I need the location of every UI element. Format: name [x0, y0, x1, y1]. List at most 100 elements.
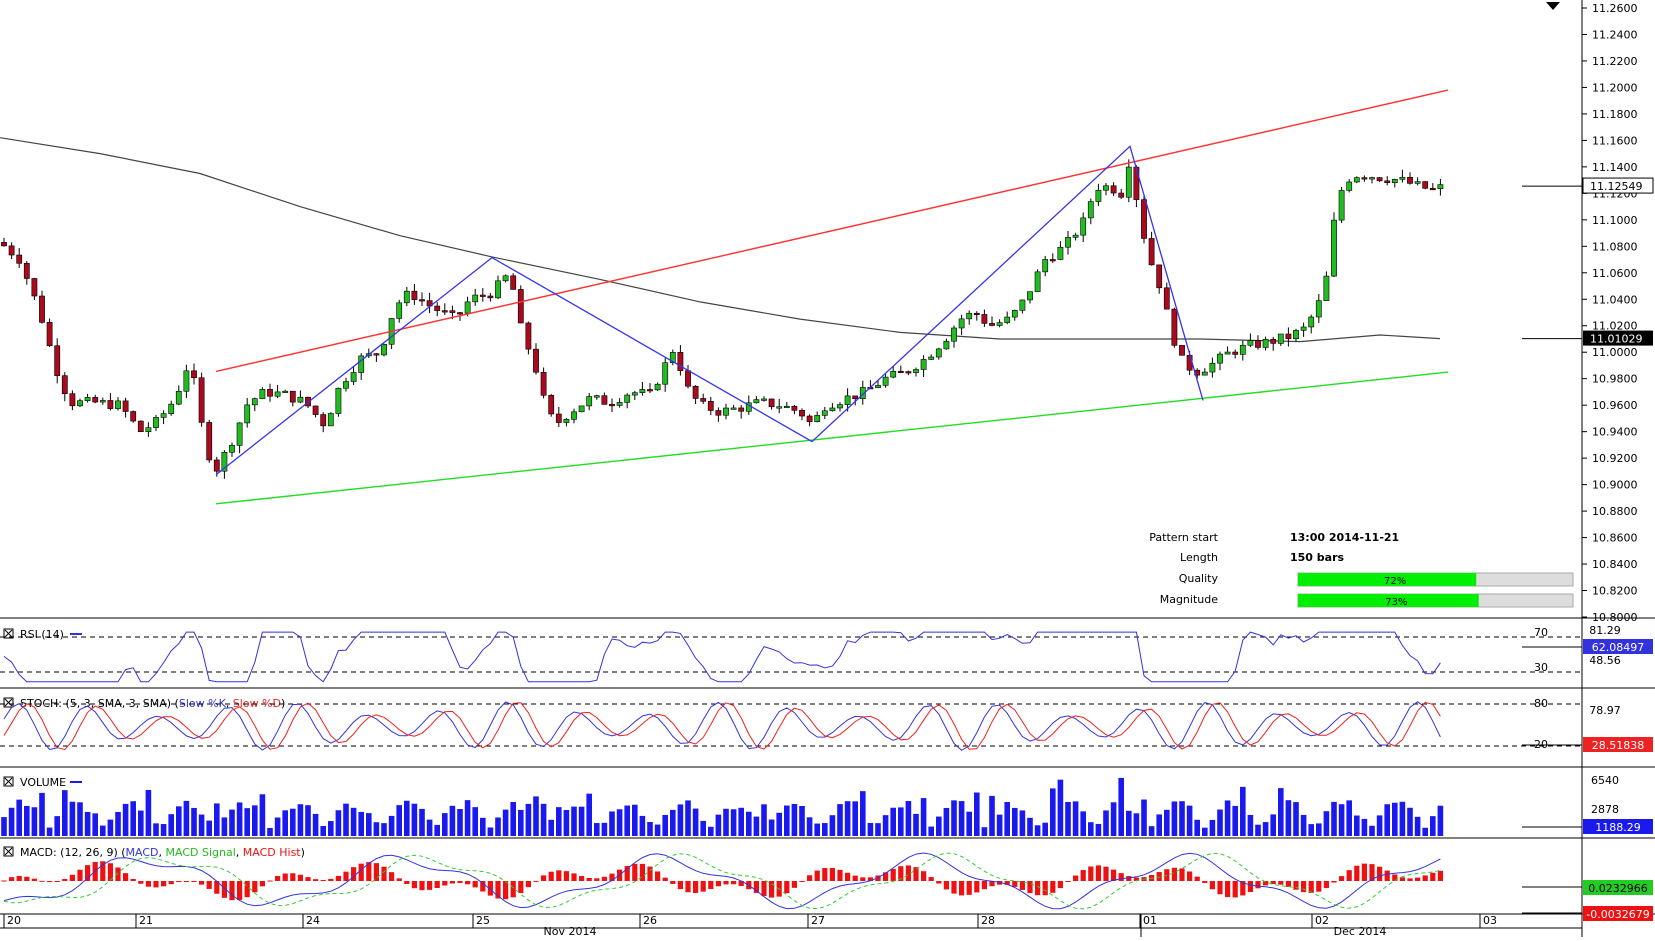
macd-hist-bar	[1202, 881, 1208, 883]
macd-hist-bar	[290, 873, 296, 881]
volume-bar	[548, 819, 554, 836]
candle	[1179, 345, 1185, 356]
volume-bar	[457, 809, 463, 836]
volume-bar	[434, 824, 440, 836]
macd-hist-bar	[320, 879, 326, 881]
macd-hist-bar	[39, 880, 45, 882]
candle	[1376, 177, 1383, 182]
volume-bar	[594, 823, 600, 836]
volume-bar	[46, 827, 53, 836]
macd-hist-bar	[366, 862, 372, 881]
candle	[16, 254, 23, 264]
volume-bar	[525, 803, 532, 836]
macd-hist-bar	[275, 875, 281, 881]
macd-hist-bar	[1354, 865, 1360, 881]
macd-hist-bar	[282, 873, 288, 881]
candle	[548, 394, 555, 415]
volume-pane[interactable]: VOLUME 6540 2878 1188.29	[1, 774, 1653, 836]
candle	[989, 323, 995, 326]
volume-bar	[381, 823, 387, 836]
candle	[115, 400, 121, 409]
macd-hist-bar	[480, 881, 486, 892]
volume-bar	[305, 805, 311, 836]
candle	[631, 392, 638, 396]
macd-hist-bar	[1369, 864, 1375, 881]
volume-bar	[107, 819, 114, 836]
zigzag-path	[215, 145, 1204, 476]
candle	[913, 369, 919, 373]
candle	[662, 362, 669, 385]
settings-arrow-icon[interactable]	[1546, 2, 1560, 10]
macd-hist-bar	[62, 878, 68, 881]
volume-bar	[936, 816, 942, 836]
rsi-pane[interactable]: RSI (14) 70 30 81.29 48.56 62.08497	[0, 624, 1653, 683]
y-tick-10: 11.0600	[1592, 267, 1638, 280]
volume-bar	[1148, 826, 1155, 836]
macd-hist-bar	[731, 881, 737, 885]
candle	[647, 389, 653, 392]
volume-bar	[1110, 802, 1117, 836]
macd-hist-bar	[176, 881, 182, 883]
volume-bar	[495, 817, 501, 836]
stoch-pane[interactable]: STOCH: (5, 3, SMA, 3, SMA) (Slow %K, Slo…	[0, 697, 1653, 752]
candle	[457, 312, 463, 315]
macd-hist-bar	[161, 881, 167, 887]
candle	[1414, 181, 1421, 184]
candle	[1217, 353, 1223, 364]
macd-hist-bar	[807, 875, 813, 881]
candle	[221, 451, 228, 472]
y-tick-22: 10.8200	[1592, 585, 1638, 598]
volume-bar	[1050, 788, 1056, 836]
macd-hist-bar	[936, 881, 942, 884]
candle	[1209, 362, 1216, 373]
macd-hist-bar	[601, 876, 607, 881]
macd-hist-bar	[814, 870, 820, 881]
candle	[1399, 176, 1406, 180]
volume-bar	[1186, 805, 1193, 836]
candle	[145, 427, 152, 433]
volume-bar	[160, 824, 167, 836]
macd-hist-bar	[206, 881, 212, 889]
y-tick-13: 11.0000	[1592, 346, 1638, 359]
macd-hist-bar	[1004, 881, 1010, 885]
macd-hist-bar	[85, 865, 91, 881]
macd-pane[interactable]: MACD: (12, 26, 9) (MACD, MACD Signal, MA…	[1, 846, 1653, 921]
volume-bar	[966, 811, 972, 836]
candle	[1315, 300, 1322, 318]
volume-bar	[115, 812, 121, 836]
price-pane[interactable]	[0, 2, 1560, 505]
volume-bar	[928, 826, 934, 836]
candle	[99, 400, 106, 403]
volume-bar	[510, 801, 516, 836]
volume-bar	[62, 790, 68, 836]
macd-hist-bar	[959, 881, 965, 896]
candle	[495, 280, 501, 299]
volume-bar	[1209, 819, 1216, 836]
volume-bar	[814, 823, 820, 836]
volume-bar	[252, 805, 258, 836]
candle	[563, 419, 570, 423]
volume-bar	[183, 800, 190, 836]
day-tick-8: 02	[1315, 914, 1329, 927]
candle	[1095, 189, 1102, 202]
macd-hist-bar	[24, 876, 30, 881]
volume-bar	[799, 805, 805, 836]
macd-hist-bar	[921, 871, 927, 881]
volume-bar	[639, 815, 646, 836]
macd-hist-bar	[168, 881, 174, 885]
volume-bar	[624, 805, 630, 836]
volume-bar	[1407, 807, 1413, 836]
candle	[1247, 340, 1254, 346]
macd-hist-bar	[183, 881, 189, 882]
candle	[1338, 190, 1345, 221]
macd-hist-bar	[1392, 874, 1398, 881]
candle	[723, 407, 729, 416]
y-tick-1: 11.2400	[1592, 28, 1638, 41]
macd-hist-bar	[1270, 881, 1276, 885]
volume-bar	[100, 825, 106, 836]
volume-bar	[1293, 802, 1299, 836]
candle	[639, 389, 646, 393]
candle	[996, 322, 1003, 326]
volume-bar	[890, 807, 896, 836]
macd-path	[3, 852, 1441, 910]
